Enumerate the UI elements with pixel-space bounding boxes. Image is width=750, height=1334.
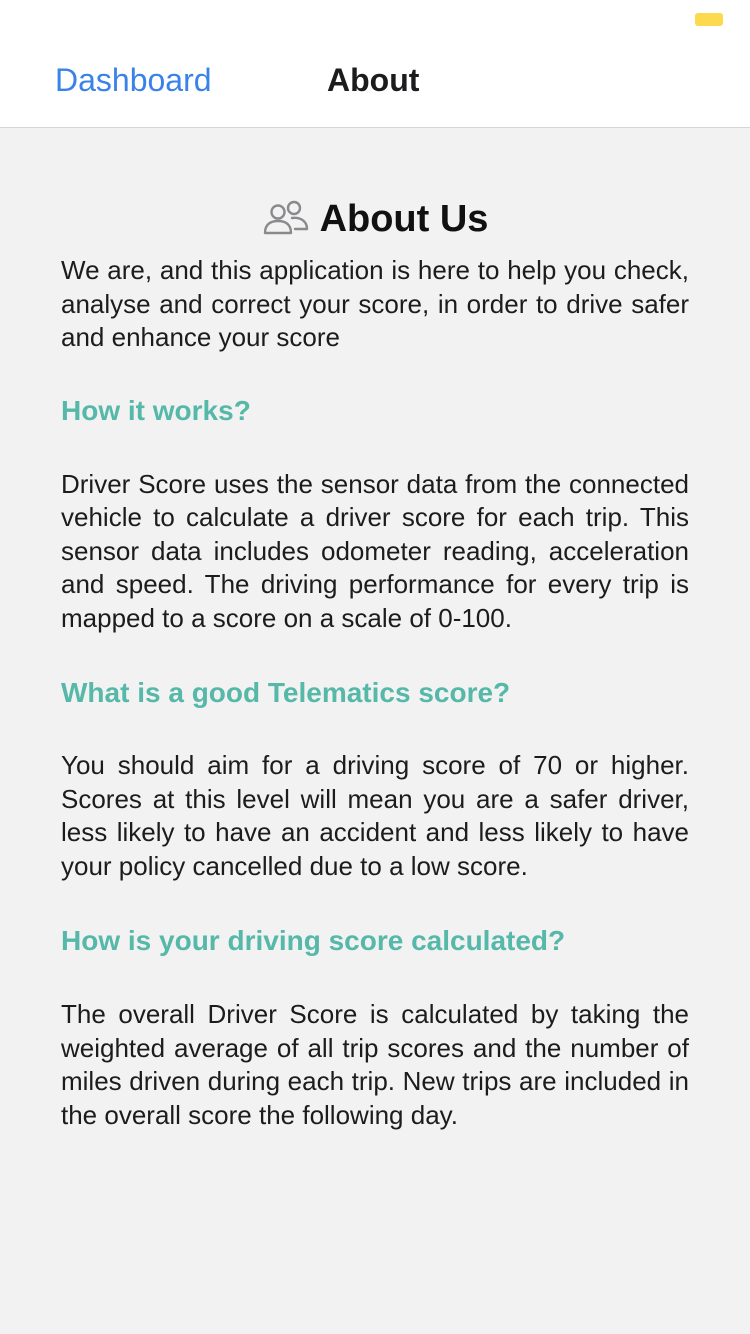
status-bar	[0, 0, 750, 40]
section-heading-score-calculated: How is your driving score calculated?	[61, 925, 566, 956]
page-title: About Us	[319, 197, 489, 240]
dashboard-back-link[interactable]: Dashboard	[55, 62, 212, 98]
people-icon	[263, 200, 308, 235]
section-body-good-score: You should aim for a driving score of 70…	[61, 750, 689, 881]
nav-title: About	[327, 62, 420, 98]
section-body-score-calculated: The overall Driver Score is calculated b…	[61, 999, 689, 1130]
section-heading-how-it-works: How it works?	[61, 394, 251, 426]
section-heading-good-score: What is a good Telematics score?	[61, 677, 511, 708]
about-content: About Us We are, and this application is…	[0, 128, 750, 1334]
page-heading: About Us	[61, 194, 689, 244]
navigation-bar: Dashboard About	[0, 40, 750, 128]
battery-icon	[695, 13, 723, 26]
section-body-how-it-works: Driver Score uses the sensor data from t…	[61, 468, 689, 633]
intro-text: We are, and this application is here to …	[61, 255, 689, 352]
